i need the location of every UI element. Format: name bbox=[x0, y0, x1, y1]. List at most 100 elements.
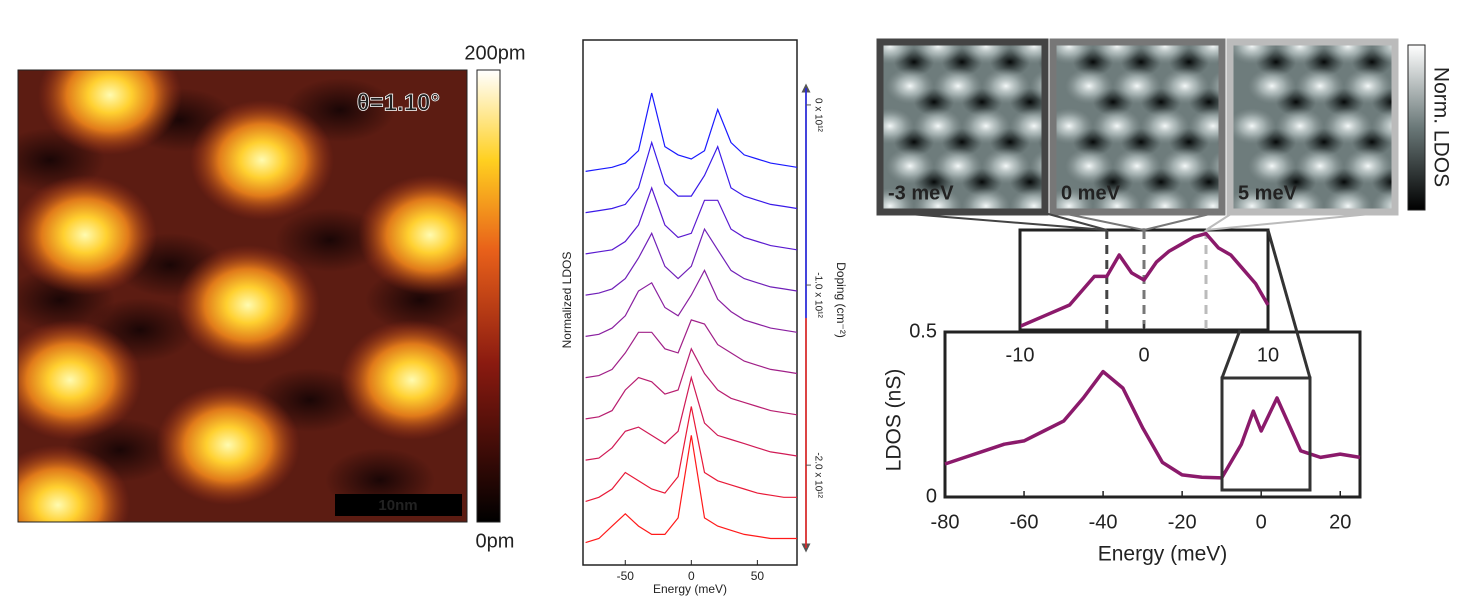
bright-spot bbox=[1010, 42, 1045, 64]
dark-spot bbox=[275, 208, 385, 272]
bright-spot bbox=[1113, 68, 1161, 104]
ldos-curve bbox=[1019, 231, 1270, 329]
x-tick-label: 0 bbox=[688, 569, 695, 583]
bright-spot bbox=[1324, 42, 1372, 64]
map-connector bbox=[1056, 211, 1145, 231]
bright-spot bbox=[1372, 42, 1395, 64]
ldos-curve bbox=[585, 269, 798, 337]
x-tick-label: 20 bbox=[1329, 511, 1351, 533]
map-border bbox=[876, 38, 1049, 216]
bright-spot bbox=[1344, 148, 1392, 184]
bright-spot bbox=[1230, 108, 1276, 144]
plot-frame bbox=[582, 39, 798, 566]
dark-spot bbox=[1400, 208, 1440, 236]
x-tick-label: 10 bbox=[1257, 344, 1279, 366]
bright-spot bbox=[1113, 148, 1161, 184]
ldos-curve bbox=[585, 186, 798, 255]
ldos-curve bbox=[944, 369, 1361, 480]
bright-spot bbox=[1372, 108, 1395, 144]
bright-spot bbox=[190, 100, 334, 220]
bright-spot bbox=[1093, 188, 1141, 212]
y2-tick-label: 0 x 10¹² bbox=[812, 98, 823, 133]
bright-spot bbox=[1141, 42, 1189, 64]
ldos-curve bbox=[585, 227, 798, 296]
map-connector bbox=[1205, 211, 1392, 231]
bright-spot bbox=[358, 175, 467, 295]
map-border bbox=[1049, 38, 1226, 216]
bright-spot bbox=[1030, 149, 1045, 183]
x-axis-label: Energy (meV) bbox=[653, 582, 727, 596]
y-axis-label: Normalized LDOS bbox=[560, 252, 574, 349]
y2-tick-label: -2.0 x 10¹² bbox=[812, 452, 823, 498]
topography-image bbox=[18, 70, 467, 522]
map-label: -3 meV bbox=[888, 182, 954, 204]
bright-spot bbox=[176, 245, 320, 365]
bright-spot bbox=[1189, 108, 1222, 144]
bright-spot bbox=[914, 42, 962, 64]
map-connector bbox=[1205, 211, 1235, 231]
colorbar-max-label: 200pm bbox=[464, 42, 525, 64]
bright-spot bbox=[880, 42, 914, 64]
bright-spot bbox=[1372, 188, 1395, 212]
bright-spot bbox=[1248, 68, 1296, 104]
bright-spot bbox=[1161, 68, 1209, 104]
bright-spot bbox=[1141, 188, 1189, 212]
zoom-connector bbox=[1266, 229, 1312, 379]
ldos-curve bbox=[585, 406, 797, 502]
bright-spot bbox=[1276, 42, 1324, 64]
bright-spot bbox=[914, 108, 962, 144]
bright-spot bbox=[1248, 148, 1296, 184]
x-tick-label: 50 bbox=[751, 569, 765, 583]
bright-spot bbox=[962, 42, 1010, 64]
y2-tick-label: -1.0 x 10¹² bbox=[812, 272, 823, 318]
bright-spot bbox=[1276, 108, 1324, 144]
bright-spot bbox=[886, 68, 934, 104]
bright-spot bbox=[1053, 42, 1093, 64]
ldos-curve bbox=[585, 319, 798, 379]
bright-spot bbox=[1053, 108, 1093, 144]
bright-spot bbox=[962, 188, 1010, 212]
bright-spot bbox=[18, 175, 157, 295]
map-border bbox=[1226, 38, 1399, 216]
bright-spot bbox=[1161, 148, 1209, 184]
x-tick-label: -60 bbox=[1010, 511, 1039, 533]
y-tick-label: 0 bbox=[926, 485, 937, 507]
ldos-curve bbox=[585, 347, 798, 420]
bright-spot bbox=[1296, 148, 1344, 184]
bright-spot bbox=[1276, 188, 1324, 212]
bright-spot bbox=[1324, 108, 1372, 144]
map-connector bbox=[1143, 211, 1219, 231]
bright-spot bbox=[1324, 188, 1372, 212]
image-frame bbox=[17, 69, 468, 523]
bright-spot bbox=[934, 148, 982, 184]
bright-spot bbox=[1065, 68, 1113, 104]
bright-spot bbox=[934, 68, 982, 104]
bright-spot bbox=[1093, 108, 1141, 144]
ldos-map bbox=[1230, 42, 1440, 236]
scale-bar bbox=[335, 494, 462, 516]
zoom-connector bbox=[1220, 329, 1242, 379]
ldos-curve bbox=[585, 140, 798, 214]
bright-spot bbox=[38, 70, 182, 155]
bright-spot bbox=[1065, 148, 1113, 184]
colorbar bbox=[476, 69, 501, 523]
bright-spot bbox=[1230, 188, 1276, 212]
x-tick-label: -40 bbox=[1089, 511, 1118, 533]
bright-spot bbox=[982, 148, 1030, 184]
x-tick-label: -10 bbox=[1006, 344, 1035, 366]
ldos-map bbox=[880, 42, 1045, 212]
map-connector bbox=[883, 211, 1107, 231]
bright-spot bbox=[1141, 108, 1189, 144]
plot-frame bbox=[943, 330, 1362, 499]
x-tick-label: -20 bbox=[1168, 511, 1197, 533]
scale-bar-label: 10nm bbox=[378, 497, 417, 514]
bright-spot bbox=[18, 445, 130, 522]
x-tick-label: -50 bbox=[617, 569, 635, 583]
bright-spot bbox=[1344, 68, 1392, 104]
bright-spot bbox=[156, 385, 300, 505]
y-axis-label: LDOS (nS) bbox=[883, 369, 906, 472]
map-colorbar bbox=[1407, 44, 1426, 211]
bright-spot bbox=[914, 188, 962, 212]
bright-spot bbox=[1230, 42, 1276, 64]
